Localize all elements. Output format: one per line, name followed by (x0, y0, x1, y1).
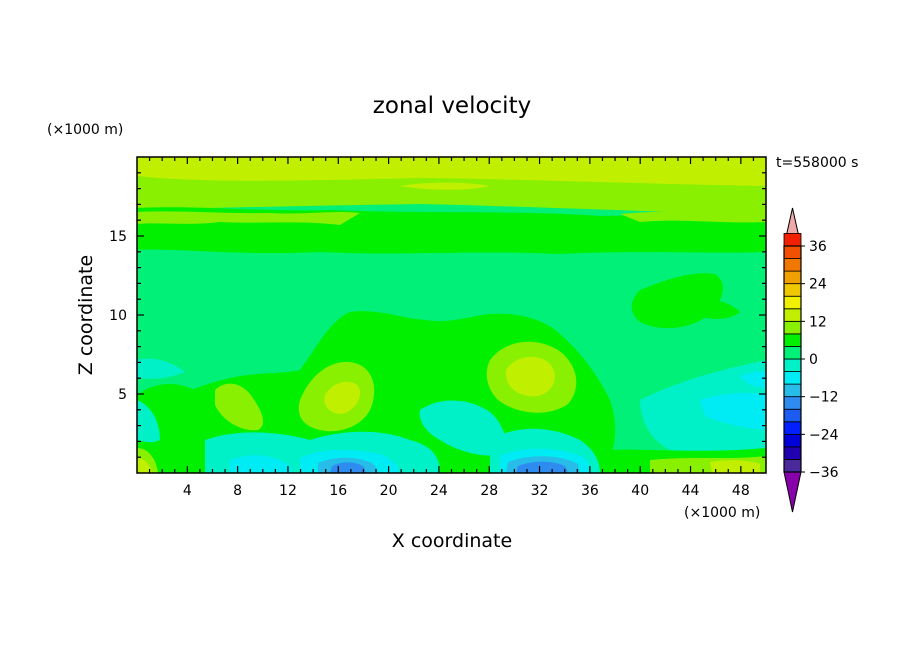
colorbar-box (783, 283, 802, 297)
x-tick-label: 40 (631, 483, 649, 499)
colorbar-box (783, 333, 802, 347)
colorbar-box (783, 245, 802, 259)
x-tick-label: 16 (329, 483, 347, 499)
contour-region-lower-left-cyan (137, 400, 160, 443)
contour-core-bottom-left-cyan (230, 455, 291, 473)
contour-core-bottom-mid-deepblue (330, 462, 366, 473)
colorbar-label: −12 (809, 390, 839, 406)
colorbar-box (783, 421, 802, 435)
contour-lobe-center-yellow (324, 381, 361, 414)
contour-band-green-lower (137, 231, 766, 254)
colorbar-box (783, 408, 802, 423)
x-tick-label: 48 (732, 483, 750, 499)
y-tick-label: 15 (109, 229, 127, 245)
x-tick-label: 44 (682, 483, 700, 499)
plot-area (137, 157, 766, 473)
contour-band-top-lightgreen (137, 176, 766, 214)
colorbar-box (783, 308, 802, 322)
y-axis-label: Z coordinate (75, 255, 97, 375)
x-tick-group: 4 8 12 16 20 24 28 32 36 40 44 48 (148, 157, 755, 499)
x-tick-label: 12 (279, 483, 297, 499)
contour-band-top-yellow-strip (400, 182, 490, 190)
colorbar-box (783, 396, 802, 410)
colorbar-box (783, 433, 802, 448)
colorbar-box (783, 270, 802, 285)
contour-lobe-right-yellow (505, 356, 555, 397)
colorbar-label: 24 (809, 277, 827, 293)
contour-band-lightgreen-right (620, 210, 766, 223)
y-tick-group: 5 10 15 (109, 172, 766, 458)
contour-region-right-cyan-inner (700, 392, 766, 430)
colorbar-box (783, 320, 802, 335)
colorbar-box (783, 233, 802, 247)
contour-region-right-cyan-small (740, 371, 766, 388)
contour-region-mid-cyan (419, 400, 506, 456)
y-unit-label: (×1000 m) (47, 122, 123, 138)
colorbar-arrow-bottom (783, 471, 802, 513)
colorbar: 36 24 12 0 −12 −24 −36 (783, 207, 839, 513)
x-unit-label: (×1000 m) (684, 505, 760, 521)
colorbar-box (783, 295, 802, 310)
x-tick-label: 36 (581, 483, 599, 499)
x-tick-label: 20 (380, 483, 398, 499)
colorbar-box (783, 459, 802, 473)
contour-lobe-left-light (215, 383, 264, 431)
contour-corner-bottom-right-yellow (710, 460, 760, 473)
y-tick-label: 10 (109, 308, 127, 324)
colorbar-box (783, 383, 802, 398)
colorbar-box (783, 258, 802, 272)
colorbar-box (783, 371, 802, 385)
colorbar-box (783, 346, 802, 360)
x-tick-label: 24 (430, 483, 448, 499)
x-tick-label: 28 (480, 483, 498, 499)
colorbar-label: −24 (809, 427, 839, 443)
colorbar-label: 12 (809, 314, 827, 330)
chart-title: zonal velocity (373, 93, 531, 119)
colorbar-label: 0 (809, 352, 818, 368)
colorbar-label: −36 (809, 465, 839, 481)
contour-corner-bottom-left-yellow (137, 458, 152, 473)
colorbar-label: 36 (809, 239, 827, 255)
colorbar-box (783, 446, 802, 460)
contour-band-lightgreen-mid (137, 211, 360, 225)
x-tick-label: 32 (531, 483, 549, 499)
contour-region-left-cyan (137, 358, 185, 379)
contour-core-bottom-right-deepblue (516, 461, 568, 473)
contour-blob-right-green-small (690, 298, 740, 319)
x-tick-label: 4 (183, 483, 192, 499)
contour-region-right-cyan (640, 360, 766, 460)
time-label: t=558000 s (776, 155, 858, 171)
x-tick-label: 8 (233, 483, 242, 499)
x-axis-label: X coordinate (392, 530, 512, 552)
colorbar-box (783, 358, 802, 372)
y-tick-label: 5 (118, 387, 127, 403)
